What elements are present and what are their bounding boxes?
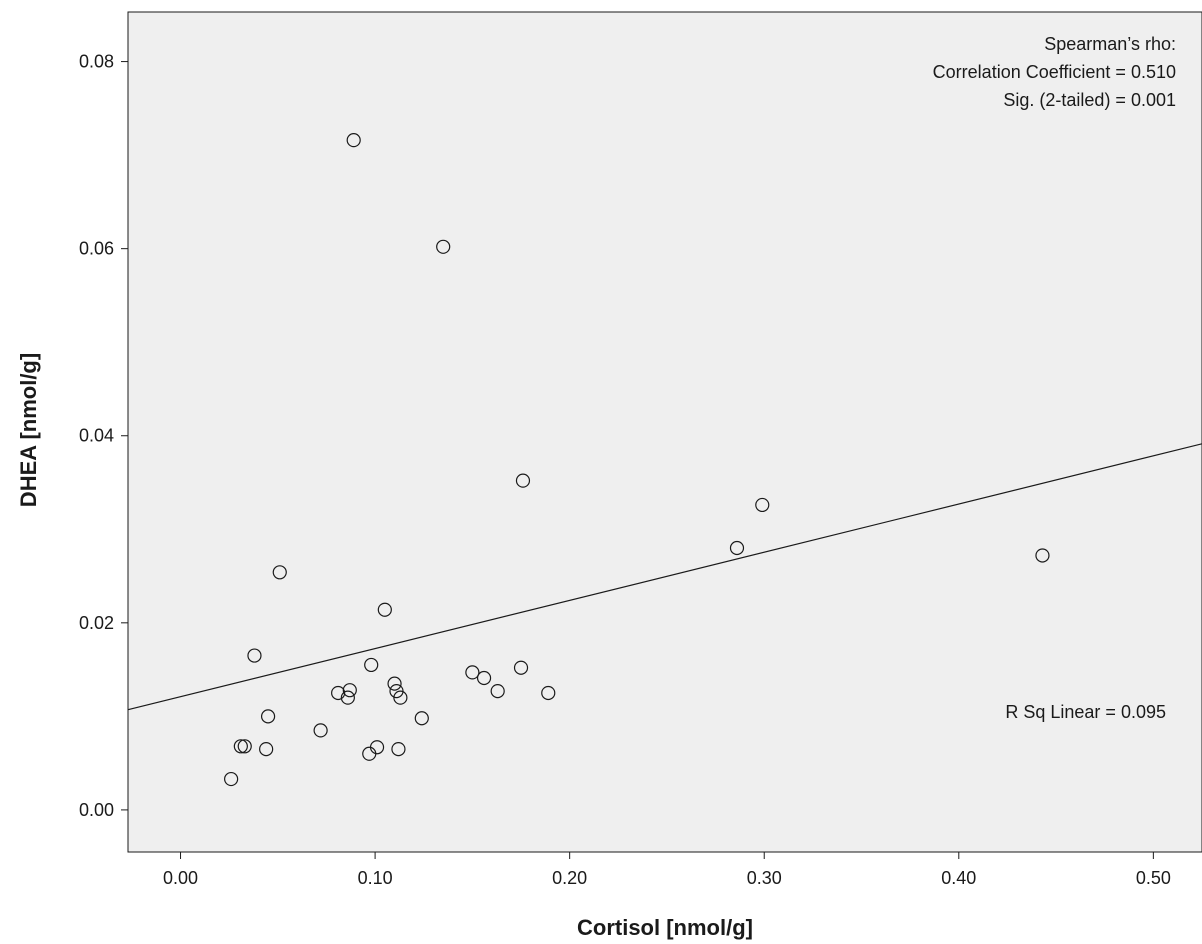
data-point	[436, 239, 451, 254]
x-tick-label: 0.10	[358, 868, 393, 888]
data-point	[391, 742, 406, 757]
y-axis: 0.00 0.02 0.04 0.06 0.08	[79, 52, 128, 820]
data-point	[387, 676, 402, 691]
x-axis: 0.00 0.10 0.20 0.30 0.40 0.50	[163, 852, 1171, 888]
y-tick-label: 0.06	[79, 239, 114, 259]
data-point	[1035, 548, 1050, 563]
data-point	[224, 771, 239, 787]
x-tick-label: 0.50	[1136, 868, 1171, 888]
data-point	[490, 684, 505, 699]
data-point	[476, 670, 492, 686]
data-point	[313, 723, 328, 738]
data-point	[393, 690, 408, 705]
data-point	[237, 739, 252, 754]
data-point	[272, 565, 287, 580]
annotation-significance: Sig. (2-tailed) = 0.001	[1003, 90, 1176, 110]
y-tick-label: 0.08	[79, 52, 114, 72]
y-tick-label: 0.04	[79, 426, 114, 446]
data-point	[260, 709, 276, 724]
data-point	[513, 660, 529, 675]
data-point	[233, 739, 248, 754]
x-tick-label: 0.40	[941, 868, 976, 888]
annotation-correlation: Correlation Coefficient = 0.510	[933, 62, 1176, 82]
y-tick-label: 0.02	[79, 613, 114, 633]
data-point	[346, 133, 361, 148]
x-axis-title: Cortisol [nmol/g]	[577, 915, 753, 940]
data-points	[224, 133, 1050, 787]
data-point	[377, 602, 392, 617]
data-point	[755, 497, 770, 513]
y-axis-title: DHEA [nmol/g]	[16, 353, 41, 507]
data-point	[364, 657, 379, 673]
data-point	[729, 540, 745, 556]
data-point	[541, 685, 556, 701]
data-point	[259, 742, 274, 757]
annotation-spearman-title: Spearman’s rho:	[1044, 34, 1176, 54]
y-tick-label: 0.00	[79, 800, 114, 820]
data-point	[515, 473, 531, 488]
data-point	[362, 746, 377, 761]
plot-area	[127, 11, 1202, 853]
data-point	[331, 685, 346, 701]
data-point	[247, 648, 262, 663]
data-point	[465, 665, 480, 680]
x-tick-label: 0.20	[552, 868, 587, 888]
regression-line	[127, 443, 1202, 711]
x-tick-label: 0.30	[747, 868, 782, 888]
annotation-r-squared: R Sq Linear = 0.095	[1005, 702, 1166, 722]
data-point	[414, 711, 429, 726]
data-point	[340, 690, 355, 705]
data-point	[342, 683, 357, 698]
x-tick-label: 0.00	[163, 868, 198, 888]
